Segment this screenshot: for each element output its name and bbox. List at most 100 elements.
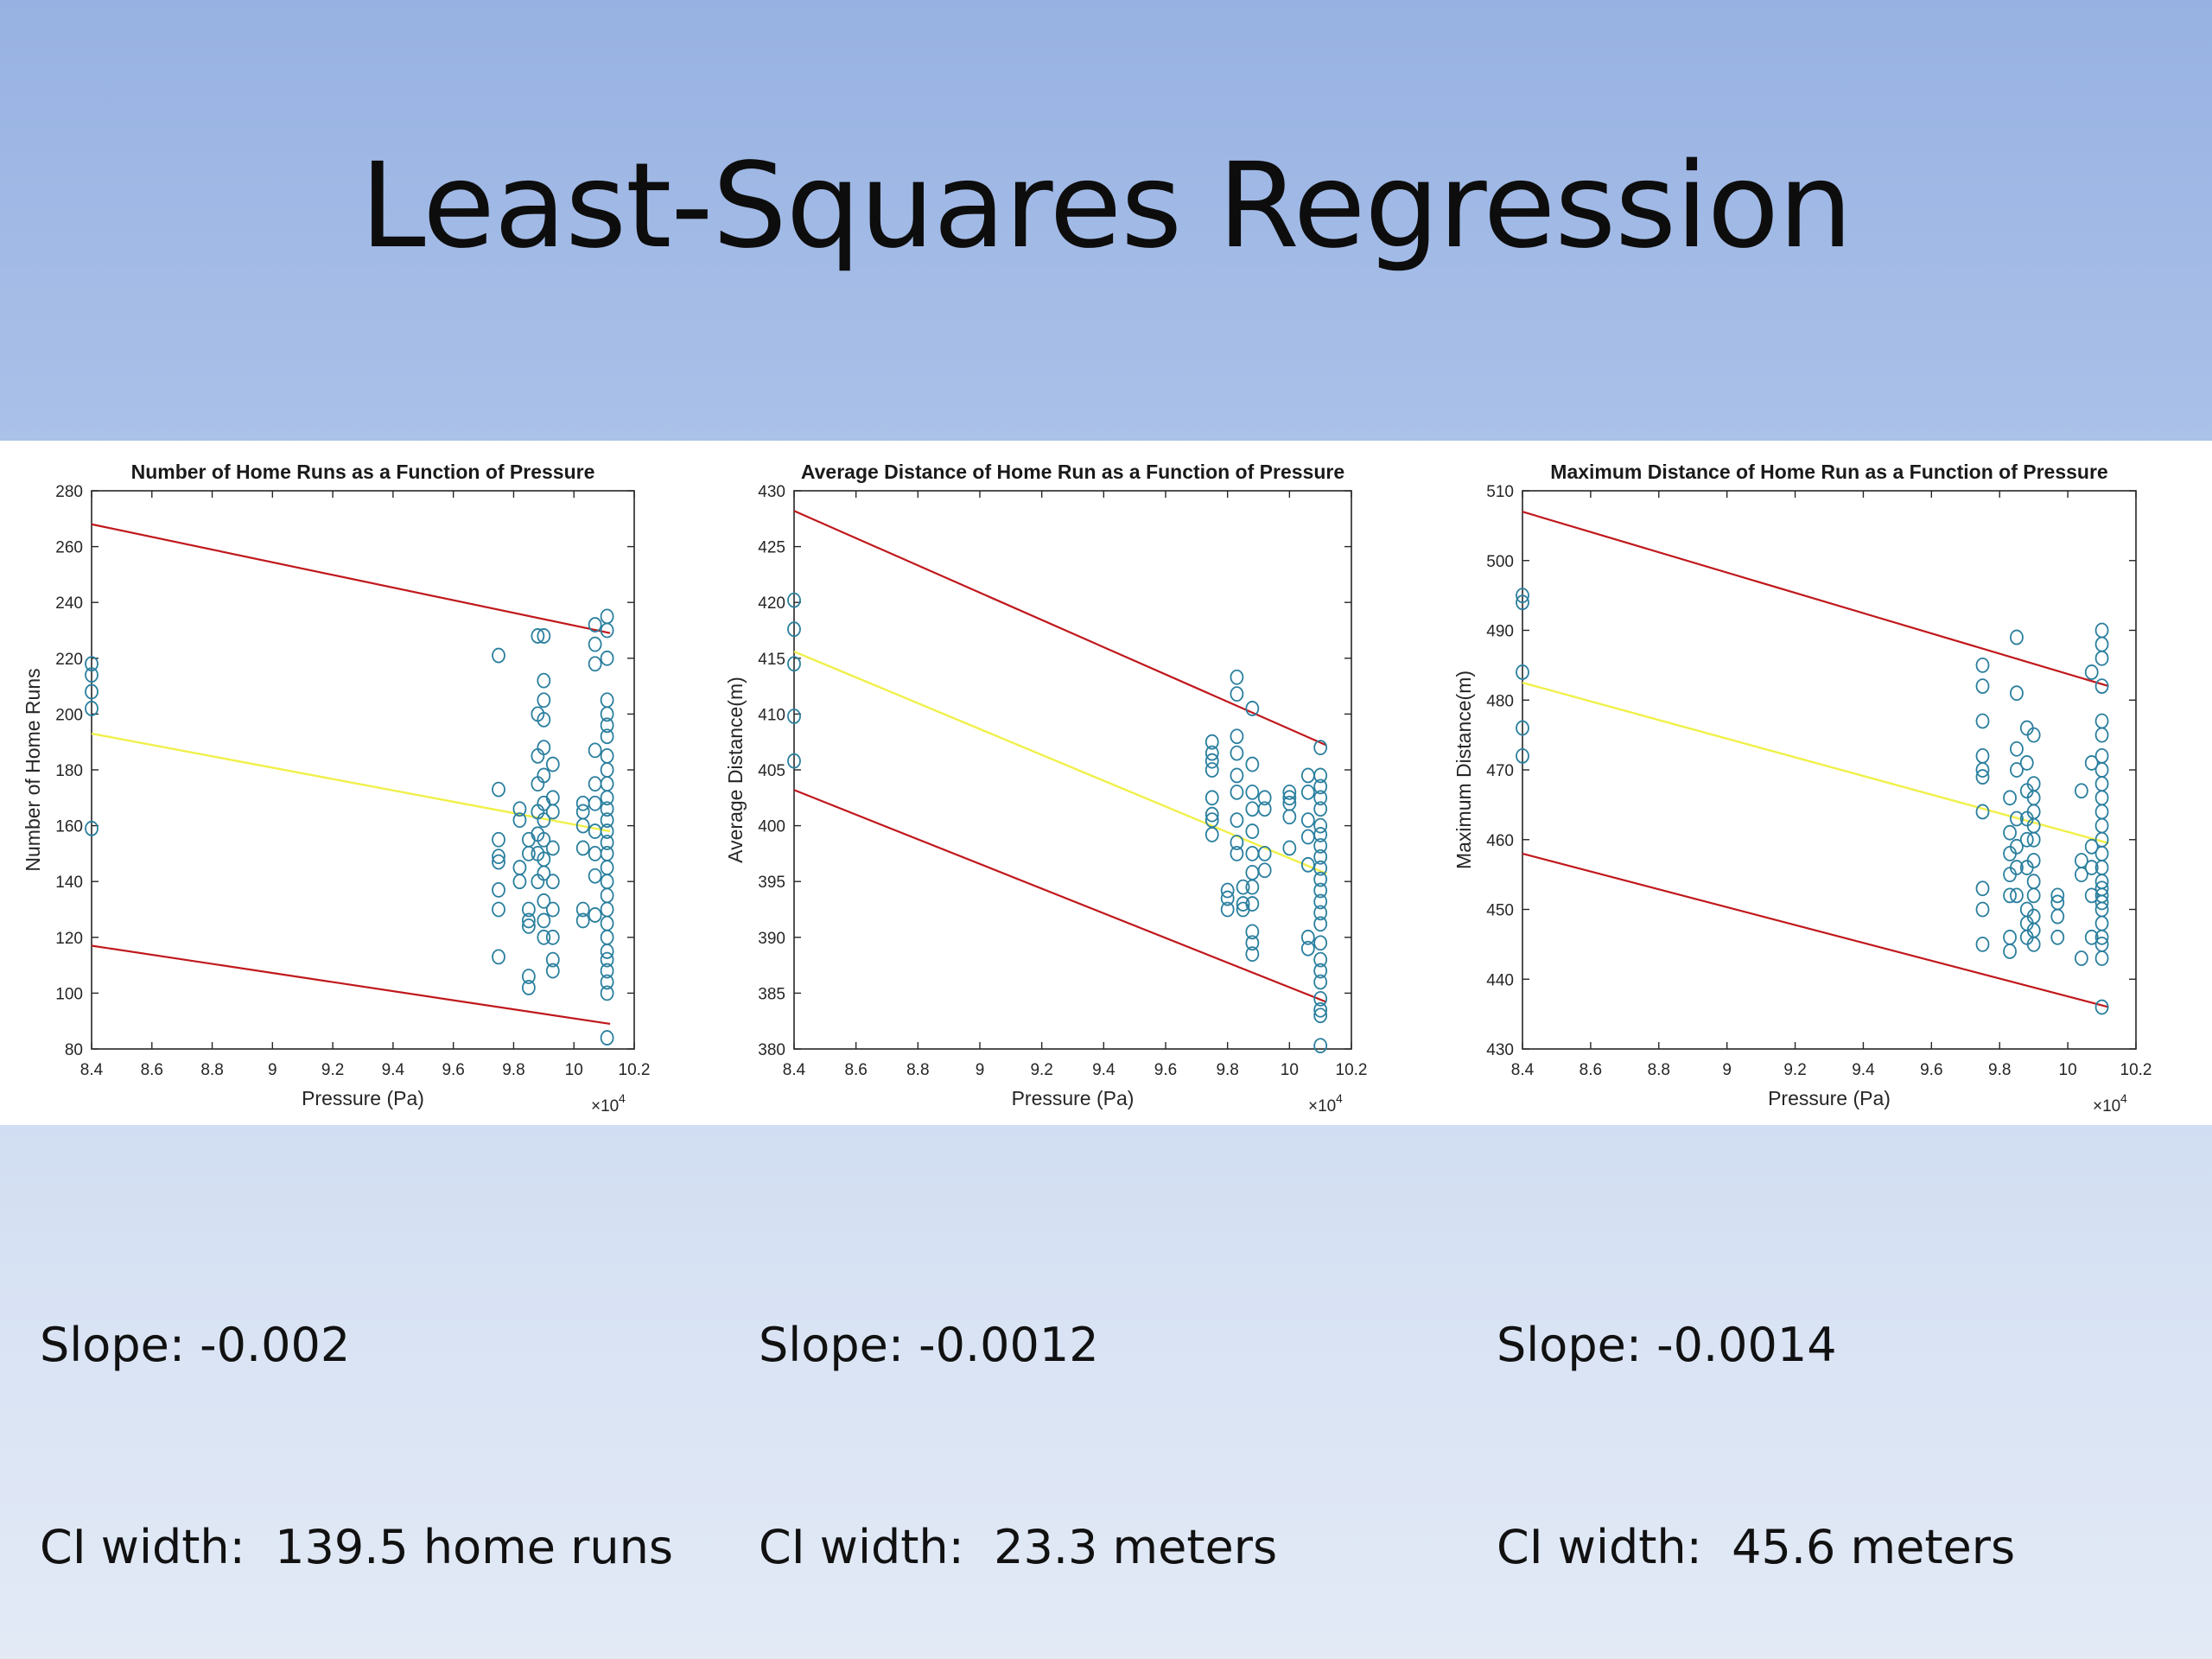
- chart2-data-point: [1245, 701, 1260, 716]
- chart3-y-tick-label: 490: [1486, 623, 1514, 641]
- chart2-data-point: [1220, 890, 1235, 906]
- chart1-x-tick-label: 9.6: [442, 1061, 464, 1079]
- chart2-data-point: [1313, 779, 1328, 795]
- chart1-data-point: [537, 831, 551, 848]
- chart2-data-point: [1205, 734, 1219, 750]
- chart2-data-point: [1313, 951, 1328, 968]
- chart2-y-tick-label: 415: [758, 651, 785, 669]
- chart1-x-tick-label: 9: [268, 1061, 277, 1079]
- chart2-data-point: [1220, 901, 1235, 918]
- chart3-data-point: [2094, 650, 2109, 666]
- chart2-plot-frame: [793, 490, 1352, 1050]
- chart1-data-point: [537, 767, 551, 784]
- chart1-data-point: [537, 740, 551, 756]
- chart2-data-point: [1236, 896, 1250, 912]
- chart2-x-multiplier: ×10: [1308, 1097, 1336, 1116]
- chart3-data-point: [2010, 887, 2024, 904]
- chart3-data-point: [2003, 887, 2017, 904]
- chart2-x-tick-label: 9: [976, 1061, 985, 1079]
- chart1-data-point: [575, 912, 590, 929]
- chart2-data-point: [1245, 896, 1260, 912]
- chart3-x-tick-label: 9.2: [1783, 1061, 1806, 1079]
- chart2-data-point: [1313, 817, 1328, 834]
- chart3-x-tick-label: 9.6: [1920, 1061, 1942, 1079]
- chart2-y-tick-label: 405: [758, 762, 785, 780]
- chart3-data-point: [2074, 783, 2088, 799]
- ci-width-text: CI width: 139.5 home runs: [40, 1520, 673, 1574]
- chart1-y-axis-label: Number of Home Runs: [22, 668, 44, 871]
- chart2-data-point: [1230, 767, 1244, 784]
- chart3-data-point: [1975, 678, 1990, 695]
- chart1-plot-frame: [91, 490, 635, 1050]
- chart3-x-multiplier-exponent: 4: [2120, 1091, 2127, 1105]
- chart3-data-point: [2074, 950, 2088, 966]
- slope-text: Slope: -0.002: [40, 1318, 351, 1372]
- chart2-x-tick-label: 9.4: [1092, 1061, 1116, 1079]
- chart2-data-point: [1205, 827, 1219, 842]
- chart3-data-point: [2084, 887, 2099, 904]
- chart2-data-point: [787, 709, 801, 724]
- chart2-data-point: [1230, 669, 1244, 685]
- chart1-x-tick-label: 10.2: [619, 1061, 651, 1079]
- chart1-data-point: [600, 951, 614, 968]
- chart1-data-point: [588, 795, 602, 811]
- chart2-y-tick-label: 425: [758, 539, 785, 557]
- chart1-data-point: [492, 881, 505, 898]
- chart3-data-point: [1975, 936, 1990, 952]
- chart3-x-tick-label: 9.8: [1988, 1061, 2011, 1079]
- chart2-data-point: [1245, 946, 1260, 963]
- chart1-data-point: [588, 742, 602, 759]
- chart2-data-point: [1313, 1001, 1328, 1018]
- chart1-data-point: [537, 912, 551, 929]
- chart1-x-tick-label: 8.6: [141, 1061, 163, 1079]
- chart3-title: Maximum Distance of Home Run as a Functi…: [1550, 461, 2107, 483]
- slope-text: Slope: -0.0012: [759, 1318, 1099, 1372]
- chart1-data-point: [521, 918, 536, 934]
- caption-chart-2: Slope: -0.0012 CI width: 23.3 meters: [759, 1177, 1277, 1649]
- chart1-y-tick-label: 80: [65, 1041, 83, 1059]
- chart2-data-point: [1300, 929, 1315, 945]
- chart3-data-point: [2010, 810, 2024, 827]
- chart3-data-point: [2010, 838, 2024, 855]
- chart1-data-point: [85, 701, 99, 716]
- chart1-data-point: [600, 728, 614, 745]
- chart2-data-point: [1282, 809, 1297, 825]
- chart2-y-axis-label: Average Distance(m): [724, 677, 747, 863]
- chart3-x-tick-label: 10: [2059, 1061, 2077, 1079]
- chart3-data-point: [2084, 860, 2099, 875]
- chart1-data-point: [85, 820, 99, 836]
- chart1-data-point: [600, 835, 614, 850]
- chart2-data-point: [1245, 935, 1260, 951]
- chart1-data-point: [600, 963, 614, 979]
- chart1-data-point: [521, 901, 536, 918]
- chart2-data-point: [1245, 924, 1260, 940]
- chart1-y-tick-label: 180: [55, 762, 83, 780]
- chart1-data-point: [537, 929, 551, 945]
- chart3-x-tick-label: 10.2: [2120, 1061, 2152, 1079]
- chart2-y-tick-label: 410: [758, 706, 785, 724]
- chart2-data-point: [1230, 686, 1244, 702]
- chart2-data-point: [1300, 940, 1315, 957]
- chart2-x-multiplier-exponent: 4: [1336, 1091, 1343, 1105]
- chart3-data-point: [1975, 769, 1990, 785]
- chart3-x-multiplier: ×10: [2093, 1097, 2120, 1116]
- chart1-data-point: [512, 801, 527, 817]
- chart2-data-point: [1257, 801, 1272, 817]
- chart1-upper-ci-line: [91, 523, 611, 634]
- chart1-data-point: [492, 901, 505, 918]
- chart1-x-tick-label: 8.8: [200, 1061, 223, 1079]
- chart1-data-point: [85, 656, 99, 672]
- chart2-x-tick-label: 9.2: [1030, 1061, 1052, 1079]
- chart1-data-point: [492, 781, 505, 798]
- chart2-x-tick-label: 9.8: [1216, 1061, 1238, 1079]
- chart3-y-tick-label: 480: [1486, 692, 1514, 710]
- chart1-y-tick-label: 240: [55, 594, 83, 613]
- chart2-data-point: [1205, 745, 1219, 761]
- chart1-data-point: [545, 804, 560, 820]
- chart3-x-tick-label: 8.8: [1648, 1061, 1670, 1079]
- chart1-data-point: [537, 711, 551, 728]
- chart2-x-tick-label: 8.4: [783, 1061, 806, 1079]
- chart2-data-point: [787, 753, 801, 769]
- chart3-y-tick-label: 430: [1486, 1041, 1514, 1059]
- chart2-data-point: [787, 592, 801, 608]
